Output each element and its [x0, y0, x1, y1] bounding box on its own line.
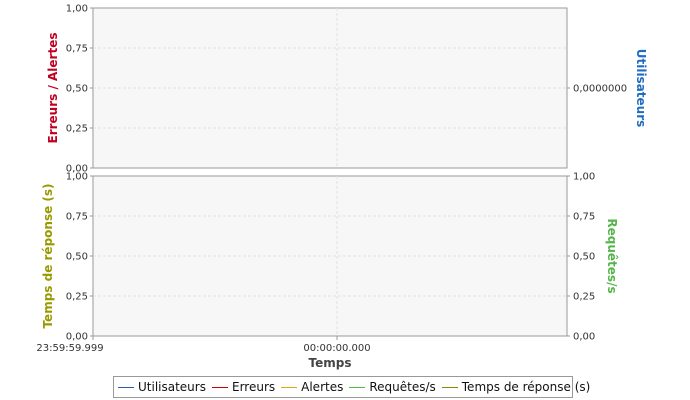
- y-right-tick-label: 0,0000000: [573, 84, 627, 95]
- y-right-tick-label: 0,50: [573, 252, 595, 263]
- y-axis-title-users: Utilisateurs: [634, 49, 648, 128]
- legend-swatch: [441, 386, 458, 388]
- legend-item[interactable]: Requêtes/s: [349, 380, 436, 394]
- y-tick-label: 0,50: [66, 84, 88, 95]
- legend-item[interactable]: Erreurs: [211, 380, 276, 394]
- y-tick-label: 1,00: [66, 172, 88, 183]
- y-tick-label: 0,50: [66, 252, 88, 263]
- legend-item[interactable]: Temps de réponse (s): [441, 380, 591, 394]
- legend-item[interactable]: Alertes: [281, 380, 343, 394]
- y-tick-label: 0,00: [66, 332, 88, 343]
- legend-label: Requêtes/s: [369, 380, 436, 394]
- y-right-tick-label: 0,00: [573, 332, 595, 343]
- y-tick-label: 0,25: [66, 124, 88, 135]
- legend-label: Temps de réponse (s): [461, 380, 591, 394]
- y-tick-label: 1,00: [66, 4, 88, 15]
- x-tick-label: 00:00:00.000: [303, 343, 370, 354]
- x-axis-ticks: 23:59:59.999 00:00:00.000: [36, 336, 371, 354]
- bottom-gridlines: [93, 176, 567, 336]
- y-axis-title-response-time: Temps de réponse (s): [41, 183, 55, 328]
- y-tick-label: 0,25: [66, 292, 88, 303]
- legend-swatch: [211, 386, 228, 388]
- legend-swatch: [349, 386, 366, 388]
- x-tick-label: 23:59:59.999: [36, 343, 103, 354]
- legend-label: Alertes: [301, 380, 344, 394]
- y-tick-label: 0,00: [66, 164, 88, 175]
- bottom-left-ticks: 1,00 0,75 0,50 0,25 0,00: [66, 172, 93, 343]
- x-axis-title: Temps: [309, 356, 352, 370]
- y-right-tick-label: 0,25: [573, 292, 595, 303]
- y-axis-title-errors-alerts: Erreurs / Alertes: [46, 33, 60, 144]
- legend-item[interactable]: Utilisateurs: [118, 380, 206, 394]
- bottom-right-ticks: 1,00 0,75 0,50 0,25 0,00: [567, 172, 595, 343]
- legend-swatch: [281, 386, 298, 388]
- y-right-tick-label: 0,75: [573, 212, 595, 223]
- legend: Utilisateurs Erreurs Alertes Requêtes/s Temp…: [113, 376, 590, 398]
- y-tick-label: 0,75: [66, 44, 88, 55]
- top-gridlines: [93, 8, 567, 168]
- legend-label: Utilisateurs: [138, 380, 206, 394]
- legend-swatch: [118, 386, 134, 388]
- top-left-ticks: 1,00 0,75 0,50 0,25 0,00: [66, 4, 93, 175]
- y-tick-label: 0,75: [66, 212, 88, 223]
- y-axis-title-requests: Requêtes/s: [605, 218, 619, 293]
- y-right-tick-label: 1,00: [573, 172, 595, 183]
- legend-label: Erreurs: [231, 380, 276, 394]
- top-right-ticks: 0,0000000: [567, 84, 627, 95]
